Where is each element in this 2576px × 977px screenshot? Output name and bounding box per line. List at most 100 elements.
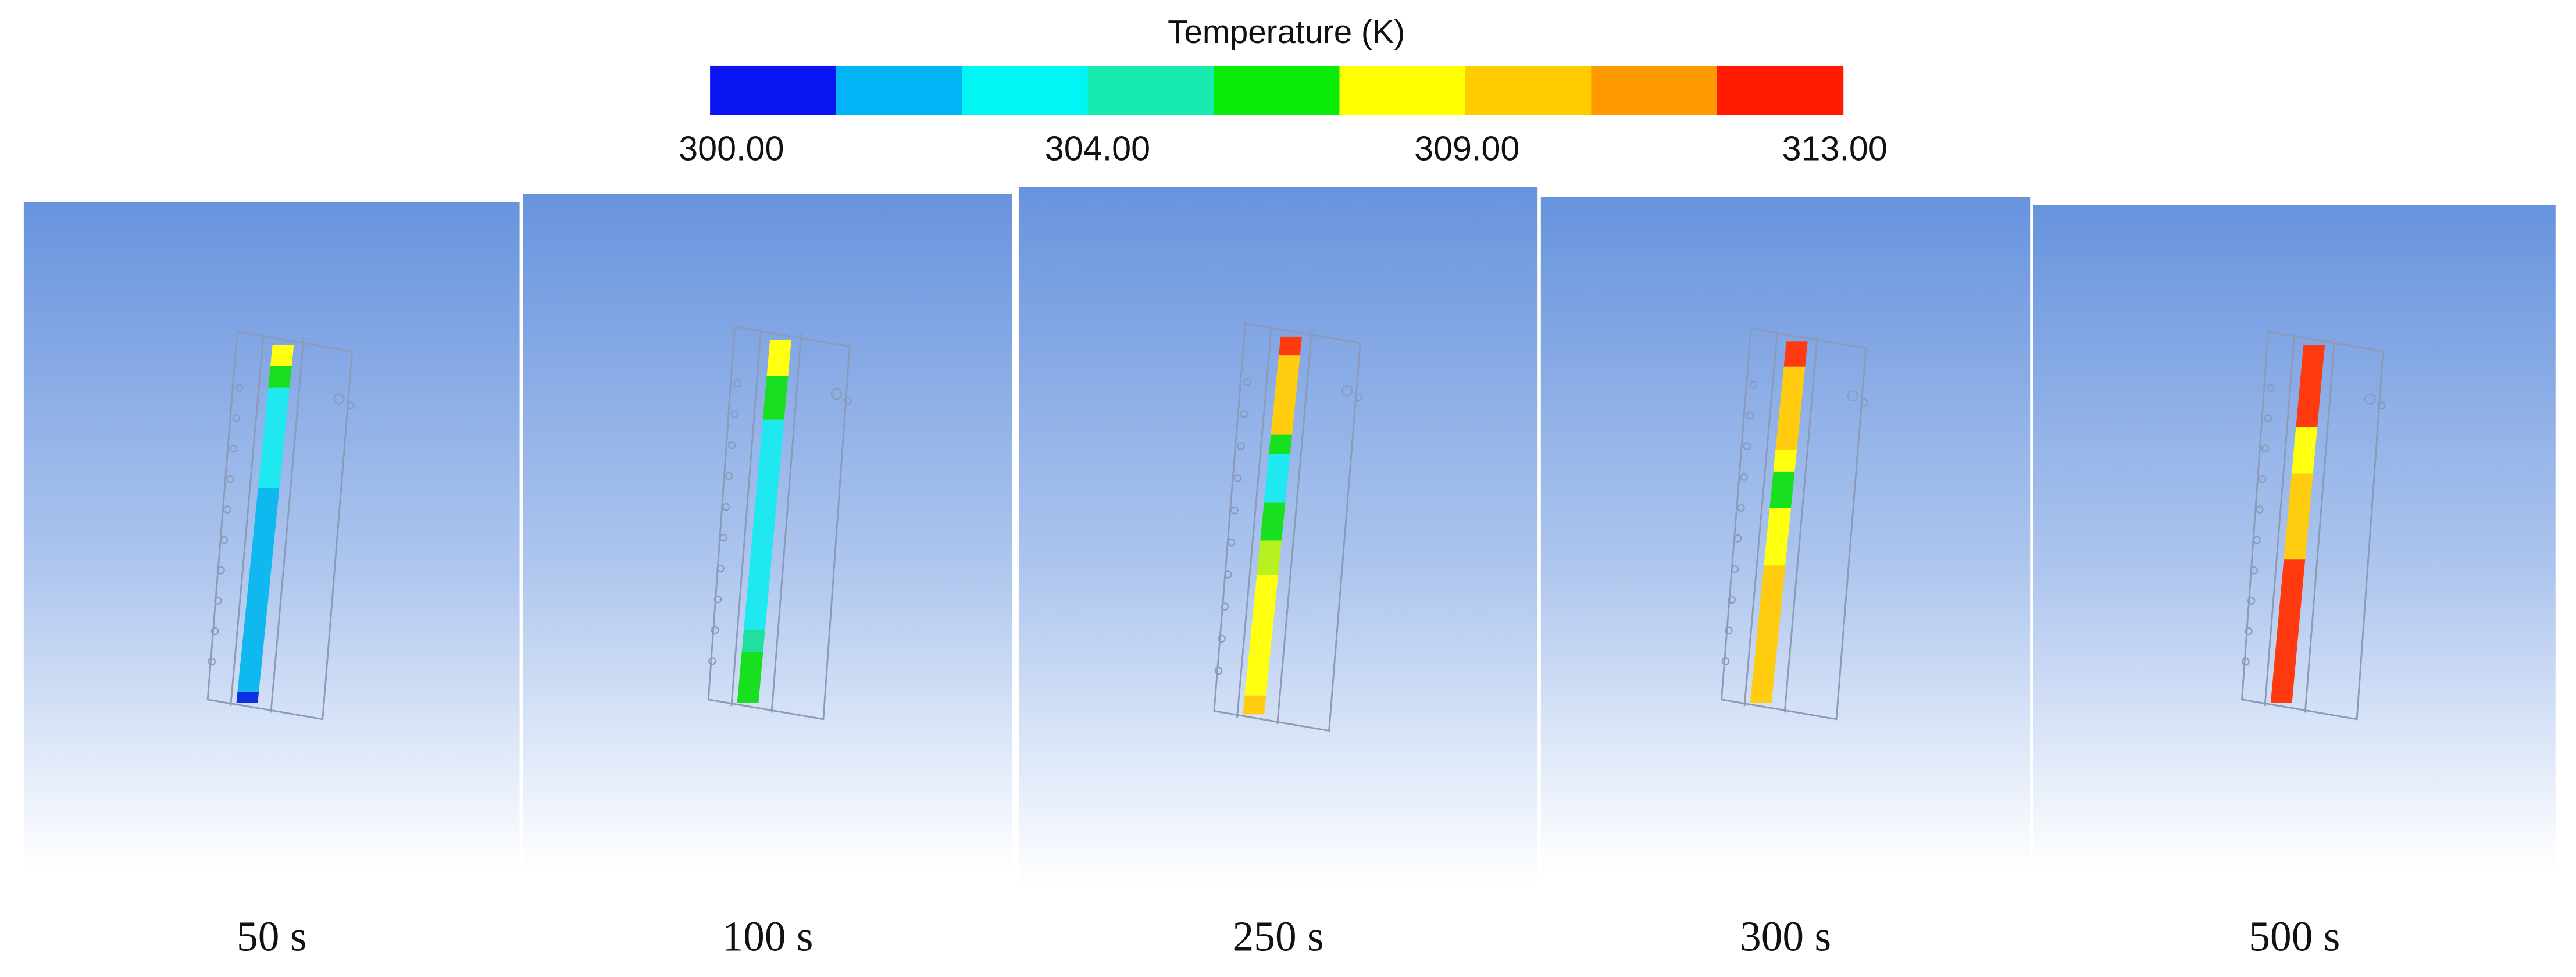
port [236,384,244,392]
port [1218,634,1226,643]
frame-edge [1743,331,1778,707]
port [725,472,733,480]
frame-edge [270,338,305,713]
port [716,564,725,573]
port [346,401,355,410]
colorbar-cell [1591,65,1718,115]
panels: 50 s 100 s 250 s 300 s 500 s [23,187,2556,960]
bar-segment [1269,434,1293,454]
port [830,388,843,400]
bar-segment [1264,454,1290,503]
bar-segment [1260,502,1286,541]
port [1341,385,1353,397]
bar-segment [2270,559,2306,703]
bar-segment [236,692,259,703]
port [719,533,727,542]
colorbar-cell [1339,65,1466,115]
port [1740,473,1749,482]
colorbar-tick-label: 309.00 [1414,129,1519,167]
legend-title: Temperature (K) [1168,13,1405,50]
bar-segment [744,419,784,630]
port [730,410,738,419]
bar-segment [766,340,791,376]
port [1847,390,1858,402]
port [1233,474,1242,483]
port [2253,536,2261,544]
port [1354,393,1363,402]
port [1721,657,1730,665]
bar-segment [2292,427,2318,474]
panel: 300 s [1540,197,2031,960]
frame [707,326,851,721]
port [1860,398,1868,407]
panel: 500 s [2033,205,2556,960]
port [2242,657,2250,666]
port [220,536,229,544]
panel-label: 100 s [722,913,813,960]
port [1737,504,1745,512]
frame-edge [2264,334,2296,707]
bar-segment [2296,344,2325,427]
panel: 100 s [523,194,1012,960]
port [2258,475,2267,483]
frame [1720,327,1867,721]
port [2247,597,2256,605]
port [210,627,219,636]
bar-segment [1773,450,1797,472]
bar-segment [741,630,765,652]
bar-segment [270,344,294,366]
port [1243,377,1251,386]
port [2377,401,2386,410]
frame-edge [1783,334,1818,713]
port [333,393,345,405]
bar-segment [1750,565,1786,703]
port [2244,627,2253,636]
colorbar-cell [1214,65,1340,115]
panel-label: 250 s [1233,913,1324,960]
panel: 50 s [23,202,520,960]
port [1237,442,1245,450]
port [1230,506,1239,515]
frame-edge [770,333,802,713]
bar-segment [2284,473,2313,560]
panel-label: 500 s [2249,913,2340,960]
port [1725,626,1733,635]
port [2256,505,2264,514]
port [1240,410,1248,418]
port [733,379,741,388]
bar-segment [1257,540,1282,575]
bar-segment [1783,341,1808,367]
port [1214,666,1223,675]
frame [1213,322,1361,732]
frame [2240,330,2384,721]
port [708,657,716,665]
port [217,566,225,575]
port [2264,414,2272,422]
frame [206,330,354,721]
panel: 250 s [1018,187,1538,960]
bar-segment [1279,336,1302,356]
port [1728,596,1736,604]
frame-edge [1236,326,1273,718]
frame-edge [230,334,265,707]
colorbar-tick-label: 300.00 [679,129,784,167]
frame-edge [1276,330,1313,725]
bar-segment [762,376,789,420]
frame-edge [2304,338,2336,713]
bar-segment [1775,366,1806,450]
port [2250,566,2259,575]
port [2261,444,2270,453]
bar-segment [1764,508,1792,566]
port [232,414,241,422]
port [713,595,722,604]
port [1743,442,1751,451]
panel-label: 50 s [237,913,306,960]
port [1733,534,1742,543]
port [229,444,237,453]
port [2267,384,2275,392]
port [208,657,216,666]
colorbar-ticks: 300.00 304.00 309.00 313.00 [679,129,1888,167]
bar-segment [1243,695,1266,715]
port [1731,565,1739,573]
